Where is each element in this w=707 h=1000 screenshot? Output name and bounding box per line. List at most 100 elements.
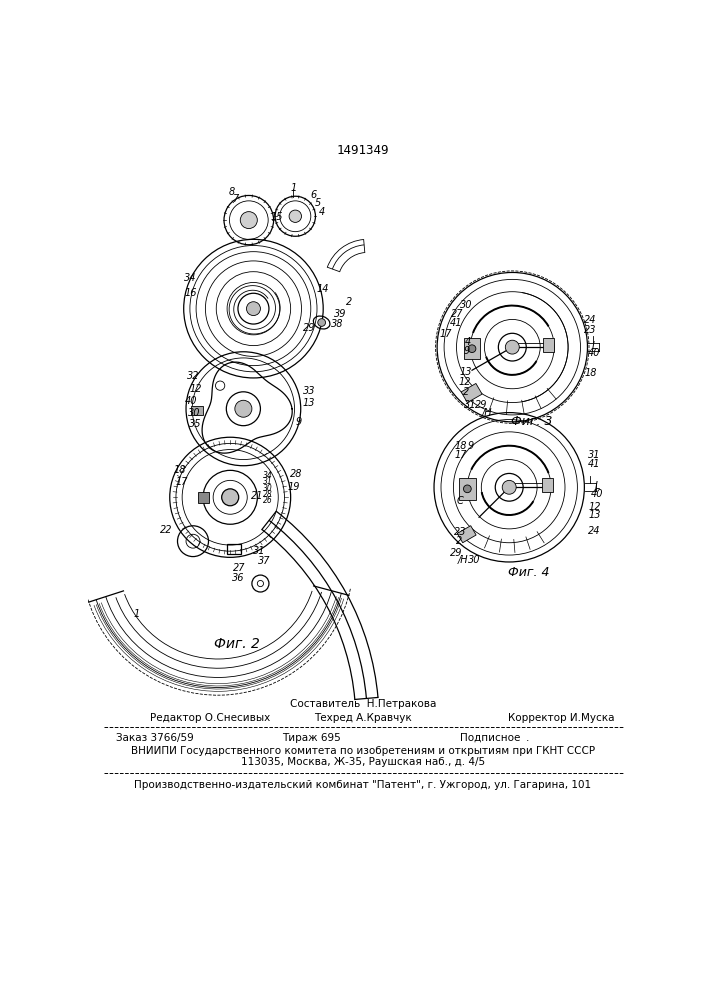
Bar [198,492,209,503]
Text: 5: 5 [315,198,321,208]
Text: 27: 27 [451,309,464,319]
Text: Подписное: Подписное [460,733,521,743]
Text: 13: 13 [588,510,601,520]
Text: 29: 29 [303,323,315,333]
Text: 19: 19 [288,482,300,492]
Text: 31: 31 [588,450,601,460]
Circle shape [235,400,252,417]
Text: Техред А.Кравчук: Техред А.Кравчук [314,713,411,723]
Text: 22: 22 [160,525,172,535]
Text: 2: 2 [346,297,352,307]
Text: 7: 7 [233,194,239,204]
Text: 31: 31 [252,546,265,556]
Bar [461,383,482,403]
Circle shape [464,485,472,493]
Text: 27: 27 [233,563,246,573]
Text: 17: 17 [175,477,187,487]
Text: 40: 40 [185,396,198,406]
Circle shape [247,302,260,316]
Bar [464,338,480,359]
Text: 15: 15 [271,212,283,222]
Text: 37: 37 [258,556,271,566]
Text: 12: 12 [459,377,472,387]
Bar [459,478,476,500]
Text: 38: 38 [331,319,344,329]
Circle shape [317,319,325,326]
Text: 28: 28 [262,490,272,499]
Circle shape [289,210,301,222]
Text: /Н: /Н [482,408,493,418]
Text: L: L [592,341,597,351]
Text: Заказ 3766/59: Заказ 3766/59 [115,733,193,743]
Text: С: С [457,496,464,506]
Text: 34: 34 [262,471,272,480]
Text: 41: 41 [450,318,462,328]
Bar [542,478,553,492]
Text: Производственно-издательский комбинат "Патент", г. Ужгород, ул. Гагарина, 101: Производственно-издательский комбинат "П… [134,780,591,790]
Text: 1: 1 [291,183,297,193]
Text: 24: 24 [588,526,601,536]
Text: 26: 26 [262,496,272,505]
Text: 14: 14 [317,284,329,294]
Text: 39: 39 [334,309,346,319]
Text: 33: 33 [303,386,315,396]
Text: 12: 12 [189,384,201,394]
Circle shape [468,345,476,353]
Text: Тираж 695: Тираж 695 [282,733,341,743]
Text: 4: 4 [465,337,472,347]
Text: 30: 30 [262,484,272,493]
Text: 2: 2 [456,536,462,546]
Text: 34: 34 [185,273,197,283]
Text: 28: 28 [290,469,303,479]
Text: 16: 16 [185,288,197,298]
Text: 9: 9 [467,441,474,451]
Text: 4: 4 [320,207,325,217]
Text: 9: 9 [464,346,469,356]
Text: 6: 6 [311,190,317,200]
Text: 9: 9 [296,417,303,427]
Text: Фиг. 4: Фиг. 4 [508,566,549,579]
Text: 24: 24 [584,315,597,325]
Text: 40: 40 [588,348,601,358]
Text: 30: 30 [468,555,481,565]
Text: .: . [526,733,530,743]
Text: Фиг. 2: Фиг. 2 [214,637,260,651]
Text: 1: 1 [134,609,139,619]
Text: 30: 30 [460,300,472,310]
Text: 13: 13 [303,398,315,408]
Text: 40: 40 [591,489,604,499]
Text: 29: 29 [450,548,462,558]
Text: 18: 18 [584,368,597,378]
Text: 31: 31 [464,400,477,410]
Text: Составитель  Н.Петракова: Составитель Н.Петракова [290,699,436,709]
Text: 35: 35 [189,419,201,429]
Text: 30: 30 [187,408,200,418]
Text: 13: 13 [460,367,472,377]
Text: 1491349: 1491349 [337,144,389,157]
Text: ВНИИПИ Государственного комитета по изобретениям и открытиям при ГКНТ СССР: ВНИИПИ Государственного комитета по изоб… [131,746,595,756]
Circle shape [506,340,519,354]
Text: 113035, Москва, Ж-35, Раушская наб., д. 4/5: 113035, Москва, Ж-35, Раушская наб., д. … [240,757,485,767]
Text: Редактор О.Снесивых: Редактор О.Снесивых [151,713,271,723]
Circle shape [240,212,257,229]
Text: 17: 17 [455,450,467,460]
Text: 8: 8 [228,187,235,197]
Text: /Н: /Н [458,555,469,565]
Bar [543,338,554,352]
Text: 32: 32 [187,371,199,381]
Text: Корректор И.Муска: Корректор И.Муска [508,713,614,723]
Bar [457,526,476,543]
Text: 12: 12 [588,502,601,512]
Text: 23: 23 [584,325,597,335]
Text: 21: 21 [251,491,264,501]
Text: Фиг. 3: Фиг. 3 [511,415,552,428]
Bar [191,406,203,415]
Circle shape [222,489,239,506]
Text: 29: 29 [475,400,488,410]
Text: 41: 41 [588,459,601,469]
Text: 36: 36 [232,573,244,583]
Text: 18: 18 [455,441,467,451]
Text: 31: 31 [262,477,272,486]
Text: L: L [595,481,600,491]
Text: 18: 18 [174,465,186,475]
